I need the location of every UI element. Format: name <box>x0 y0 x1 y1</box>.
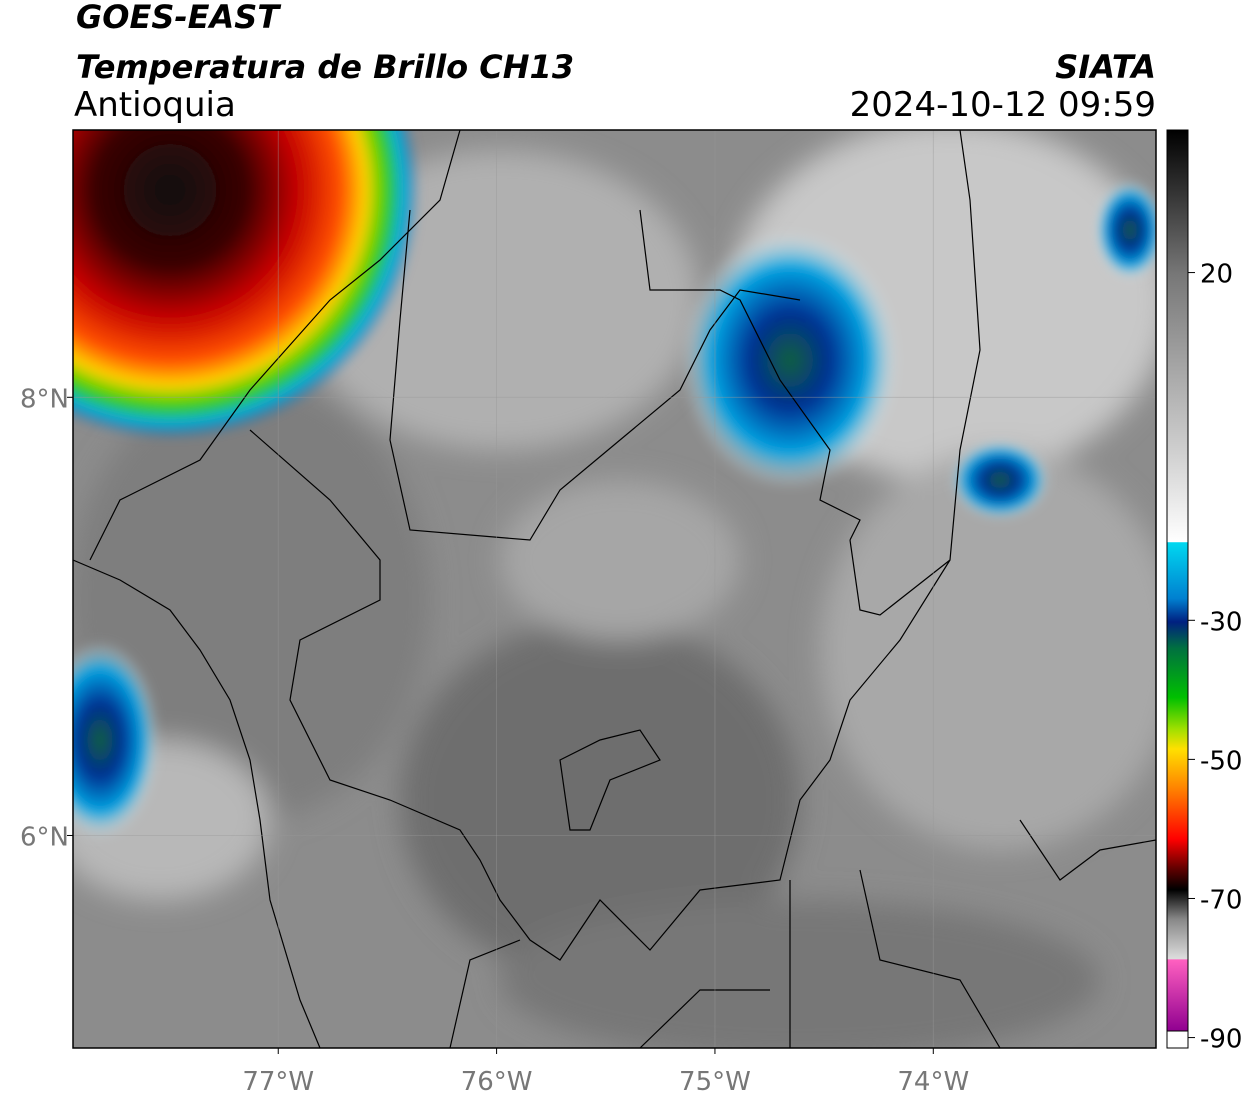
x-tick-label: 76°W <box>461 1067 533 1097</box>
x-tick-label: 74°W <box>897 1067 969 1097</box>
x-tick-label: 77°W <box>242 1067 314 1097</box>
datetime: 2024-10-12 09:59 <box>850 85 1156 125</box>
region: Antioquia <box>74 85 236 125</box>
colorbar-under <box>1166 1030 1189 1049</box>
colorbar-frame <box>1166 129 1189 1049</box>
title: GOES-EAST <box>76 0 281 36</box>
source: SIATA <box>1055 48 1156 86</box>
colorbar-tick-label: -70 <box>1200 885 1242 915</box>
subtitle: Temperatura de Brillo CH13 <box>76 48 574 86</box>
colorbar-tick-label: -30 <box>1200 607 1242 637</box>
colorbar-tick-label: -90 <box>1200 1025 1242 1055</box>
y-tick-label: 8°N <box>20 384 69 414</box>
x-tick-label: 75°W <box>679 1067 751 1097</box>
satellite-image <box>73 130 1156 1048</box>
map-frame <box>72 129 1157 1049</box>
y-tick-label: 6°N <box>20 822 69 852</box>
colorbar-tick-label: 20 <box>1200 260 1233 290</box>
colorbar-tick-label: -50 <box>1200 746 1242 776</box>
colorbar <box>1167 130 1188 1031</box>
